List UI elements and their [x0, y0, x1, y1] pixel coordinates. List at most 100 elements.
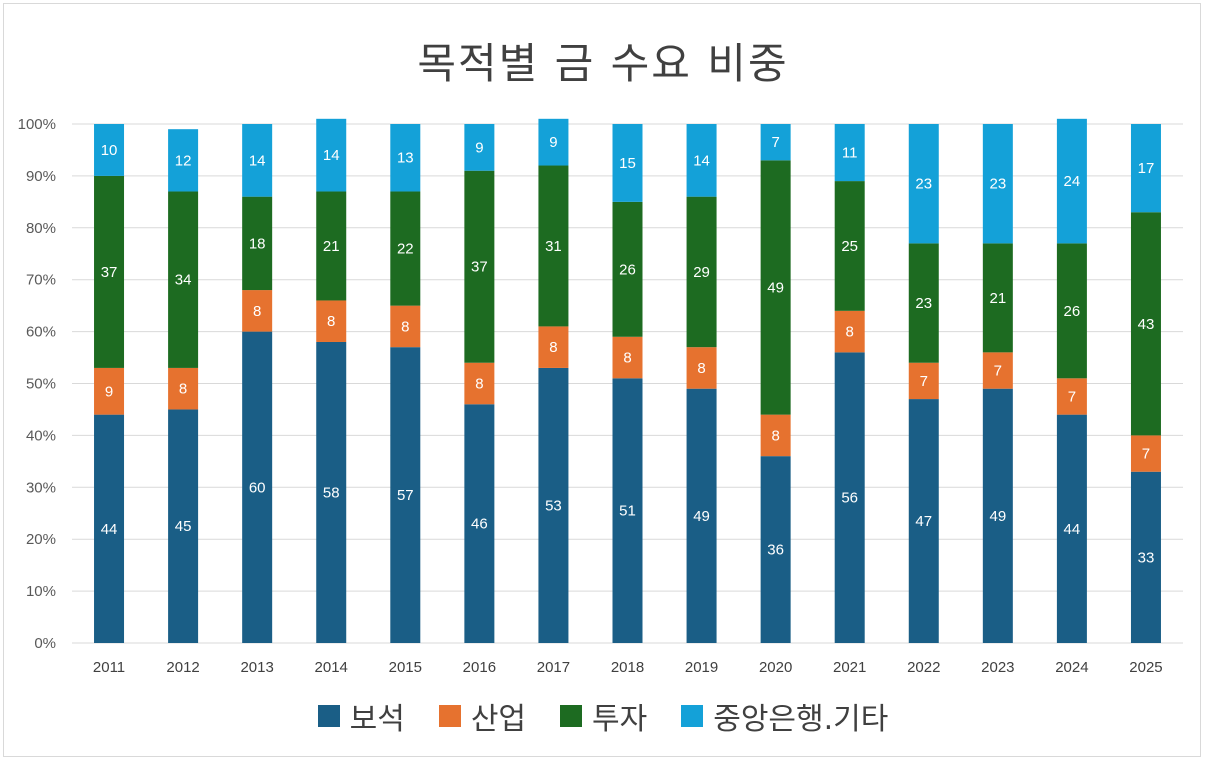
legend-item: 투자	[560, 694, 647, 738]
bar-segment	[94, 414, 125, 643]
bar-segment	[390, 305, 421, 348]
data-label: 26	[619, 261, 636, 278]
x-tick-label: 2017	[537, 659, 570, 676]
data-label: 8	[401, 318, 409, 335]
bar-segment	[464, 124, 495, 171]
x-tick-label: 2014	[315, 659, 348, 676]
bar-segment	[316, 118, 347, 192]
bar-segment	[168, 129, 199, 192]
bar-segment	[1056, 243, 1087, 379]
bar-segment	[760, 124, 791, 161]
bar-segment	[242, 290, 273, 332]
legend-label: 투자	[592, 702, 648, 737]
bar-segment	[1130, 212, 1161, 436]
legend-item: 중앙은행.기타	[681, 694, 888, 738]
x-tick-label: 2025	[1129, 659, 1162, 676]
y-tick-label: 80%	[26, 220, 56, 237]
legend-swatch	[681, 705, 704, 727]
data-label: 49	[989, 508, 1006, 525]
legend-item: 보석	[317, 694, 405, 738]
data-label: 9	[105, 383, 113, 400]
data-label: 46	[471, 516, 488, 533]
bar-segment	[982, 243, 1013, 353]
data-label: 29	[693, 264, 710, 281]
data-label: 8	[253, 303, 261, 320]
bar-segment	[760, 414, 791, 457]
data-label: 31	[545, 238, 562, 255]
bar-segment	[168, 409, 199, 643]
legend-item: 산업	[438, 694, 526, 738]
bar-segment	[686, 124, 717, 197]
bar-segment	[982, 352, 1013, 389]
bar-segment	[760, 160, 791, 415]
x-tick-label: 2020	[759, 659, 792, 676]
bar-segment	[316, 341, 347, 643]
x-tick-label: 2013	[240, 659, 273, 676]
bar-segment	[982, 124, 1013, 244]
data-label: 8	[771, 427, 779, 444]
data-label: 8	[846, 324, 854, 341]
x-tick-label: 2021	[833, 659, 866, 676]
data-label: 7	[771, 134, 779, 151]
x-tick-label: 2023	[981, 659, 1014, 676]
bar-segment	[760, 456, 791, 643]
bar-segment	[1056, 118, 1087, 244]
data-label: 8	[697, 360, 705, 377]
data-label: 15	[619, 155, 636, 172]
bar-segment	[94, 175, 125, 368]
bar-segment	[612, 336, 643, 379]
data-label: 8	[179, 381, 187, 398]
data-label: 23	[915, 295, 932, 312]
x-tick-label: 2015	[389, 659, 422, 676]
data-label: 7	[1068, 388, 1076, 405]
data-label: 44	[101, 521, 118, 538]
y-tick-label: 70%	[26, 272, 56, 289]
y-tick-label: 100%	[18, 116, 56, 133]
data-label: 18	[249, 235, 266, 252]
y-tick-label: 90%	[26, 168, 56, 185]
y-tick-label: 20%	[26, 531, 56, 548]
data-label: 9	[549, 134, 557, 151]
data-label: 7	[1142, 446, 1150, 463]
y-tick-label: 10%	[26, 583, 56, 600]
bar-segment	[464, 404, 495, 643]
bar-segment	[94, 124, 125, 176]
legend-label: 중앙은행.기타	[713, 702, 889, 737]
y-tick-label: 40%	[26, 427, 56, 444]
bar-segment	[1056, 378, 1087, 415]
bar-segment	[1130, 471, 1161, 643]
x-tick-label: 2024	[1055, 659, 1088, 676]
data-label: 23	[915, 176, 932, 193]
data-label: 47	[915, 513, 932, 530]
data-label: 49	[693, 508, 710, 525]
legend-swatch	[438, 705, 461, 727]
data-label: 36	[767, 542, 784, 559]
data-label: 57	[397, 487, 414, 504]
bar-segment	[686, 347, 717, 389]
bar-segment	[390, 347, 421, 643]
data-label: 21	[989, 290, 1006, 307]
bar-segment	[1130, 435, 1161, 472]
data-label: 53	[545, 497, 562, 514]
data-label: 25	[841, 238, 858, 255]
data-label: 21	[323, 238, 340, 255]
bar-segment	[908, 124, 939, 244]
bar-segment	[538, 165, 569, 327]
data-label: 14	[323, 147, 340, 164]
data-label: 37	[101, 264, 118, 281]
bar-segment	[316, 300, 347, 342]
data-label: 17	[1138, 160, 1155, 177]
data-label: 12	[175, 152, 192, 169]
bar-segment	[686, 388, 717, 643]
data-label: 22	[397, 241, 414, 258]
data-label: 24	[1064, 173, 1081, 190]
bar-segment	[1130, 124, 1161, 213]
legend-swatch	[560, 705, 583, 727]
chart-title: 목적별 금 수요 비중	[417, 39, 789, 88]
x-tick-label: 2012	[166, 659, 199, 676]
data-label: 37	[471, 259, 488, 276]
bar-segment	[316, 191, 347, 301]
data-label: 33	[1138, 549, 1155, 566]
bar-segment	[242, 196, 273, 291]
bar-segment	[1056, 414, 1087, 643]
